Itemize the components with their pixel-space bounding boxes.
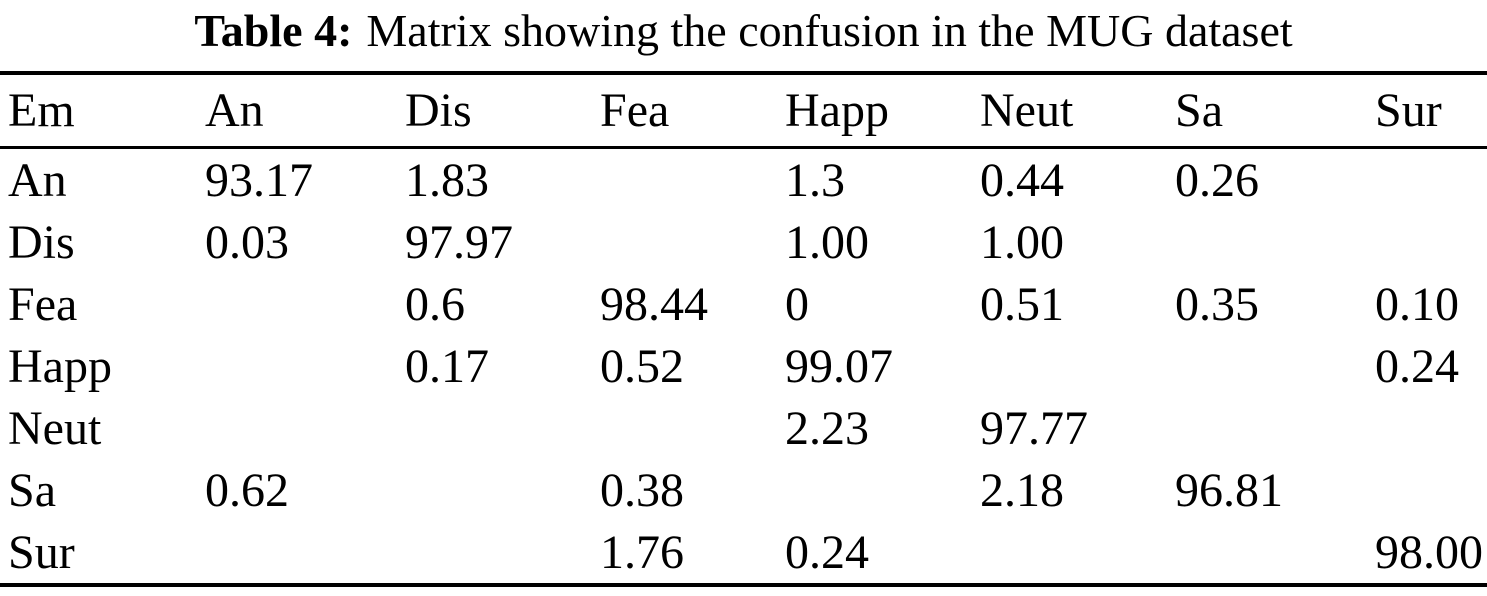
confusion-cell xyxy=(1175,211,1375,273)
table-row-sur: Sur 1.76 0.24 98.00 xyxy=(0,521,1487,585)
confusion-cell xyxy=(405,459,600,521)
column-header-sur: Sur xyxy=(1375,73,1487,149)
confusion-cell: 1.83 xyxy=(405,153,489,207)
confusion-cell xyxy=(600,211,785,273)
row-label-sa: Sa xyxy=(8,463,56,517)
confusion-cell: 0.03 xyxy=(205,215,289,269)
confusion-cell: 1.3 xyxy=(785,153,845,207)
confusion-cell xyxy=(205,521,405,585)
confusion-cell xyxy=(1175,521,1375,585)
table-caption: Table 4: Matrix showing the confusion in … xyxy=(0,0,1487,60)
confusion-cell: 0.6 xyxy=(405,277,465,331)
confusion-cell xyxy=(1175,335,1375,397)
confusion-cell: 0.52 xyxy=(600,339,684,393)
confusion-cell xyxy=(205,273,405,335)
confusion-cell xyxy=(205,397,405,459)
confusion-cell xyxy=(600,397,785,459)
confusion-cell: 0.62 xyxy=(205,463,289,517)
confusion-cell: 97.77 xyxy=(980,401,1088,455)
confusion-cell: 2.18 xyxy=(980,463,1064,517)
confusion-cell: 0.35 xyxy=(1175,277,1259,331)
column-header-happ: Happ xyxy=(785,73,980,149)
confusion-cell xyxy=(405,397,600,459)
confusion-cell: 1.00 xyxy=(785,215,869,269)
row-label-an: An xyxy=(8,153,67,207)
confusion-cell: 96.81 xyxy=(1175,463,1283,517)
confusion-cell: 0.51 xyxy=(980,277,1064,331)
row-label-sur: Sur xyxy=(8,525,75,579)
confusion-cell: 0.10 xyxy=(1375,277,1459,331)
table-row-dis: Dis 0.03 97.97 1.00 1.00 xyxy=(0,211,1487,273)
confusion-cell xyxy=(205,335,405,397)
confusion-cell xyxy=(980,521,1175,585)
confusion-cell: 0.38 xyxy=(600,463,684,517)
table-row-an: An 93.17 1.83 1.3 0.44 0.26 xyxy=(0,148,1487,212)
table-body: An 93.17 1.83 1.3 0.44 0.26 Dis 0.03 97.97 1.00 1.… xyxy=(0,148,1487,586)
confusion-cell xyxy=(1375,148,1487,212)
confusion-cell: 1.76 xyxy=(600,525,684,579)
confusion-cell: 0.26 xyxy=(1175,153,1259,207)
table-row-sa: Sa 0.62 0.38 2.18 96.81 xyxy=(0,459,1487,521)
confusion-cell: 2.23 xyxy=(785,401,869,455)
table-caption-label: Table 4: xyxy=(194,5,353,56)
confusion-cell: 0.17 xyxy=(405,339,489,393)
confusion-cell: 0 xyxy=(785,277,809,331)
table-caption-text: Matrix showing the confusion in the MUG … xyxy=(366,5,1293,56)
confusion-cell: 1.00 xyxy=(980,215,1064,269)
confusion-cell: 98.44 xyxy=(600,277,708,331)
confusion-cell xyxy=(1175,397,1375,459)
confusion-cell: 0.24 xyxy=(1375,339,1459,393)
column-header-an: An xyxy=(205,73,405,149)
confusion-cell xyxy=(1375,459,1487,521)
row-label-happ: Happ xyxy=(8,339,112,393)
row-label-fea: Fea xyxy=(8,277,78,331)
confusion-cell xyxy=(1375,397,1487,459)
confusion-cell xyxy=(600,148,785,212)
confusion-cell: 0.44 xyxy=(980,153,1064,207)
confusion-cell: 98.00 xyxy=(1375,525,1483,579)
column-header-sa: Sa xyxy=(1175,73,1375,149)
column-header-neut: Neut xyxy=(980,73,1175,149)
confusion-cell: 93.17 xyxy=(205,153,313,207)
confusion-cell xyxy=(1375,211,1487,273)
table-row-happ: Happ 0.17 0.52 99.07 0.24 xyxy=(0,335,1487,397)
confusion-cell: 0.24 xyxy=(785,525,869,579)
table-row-fea: Fea 0.6 98.44 0 0.51 0.35 0.10 xyxy=(0,273,1487,335)
column-header-dis: Dis xyxy=(405,73,600,149)
confusion-cell: 97.97 xyxy=(405,215,513,269)
confusion-cell xyxy=(405,521,600,585)
table-header: Em An Dis Fea Happ Neut Sa Sur xyxy=(0,73,1487,149)
confusion-cell xyxy=(785,459,980,521)
table-row-neut: Neut 2.23 97.77 xyxy=(0,397,1487,459)
column-header-em: Em xyxy=(0,73,205,149)
column-header-fea: Fea xyxy=(600,73,785,149)
confusion-cell xyxy=(980,335,1175,397)
confusion-cell: 99.07 xyxy=(785,339,893,393)
confusion-matrix-table: Em An Dis Fea Happ Neut Sa Sur An 93.17 1.83 1.3 0.… xyxy=(0,71,1487,587)
table-header-row: Em An Dis Fea Happ Neut Sa Sur xyxy=(0,73,1487,149)
row-label-dis: Dis xyxy=(8,215,75,269)
row-label-neut: Neut xyxy=(8,401,102,455)
